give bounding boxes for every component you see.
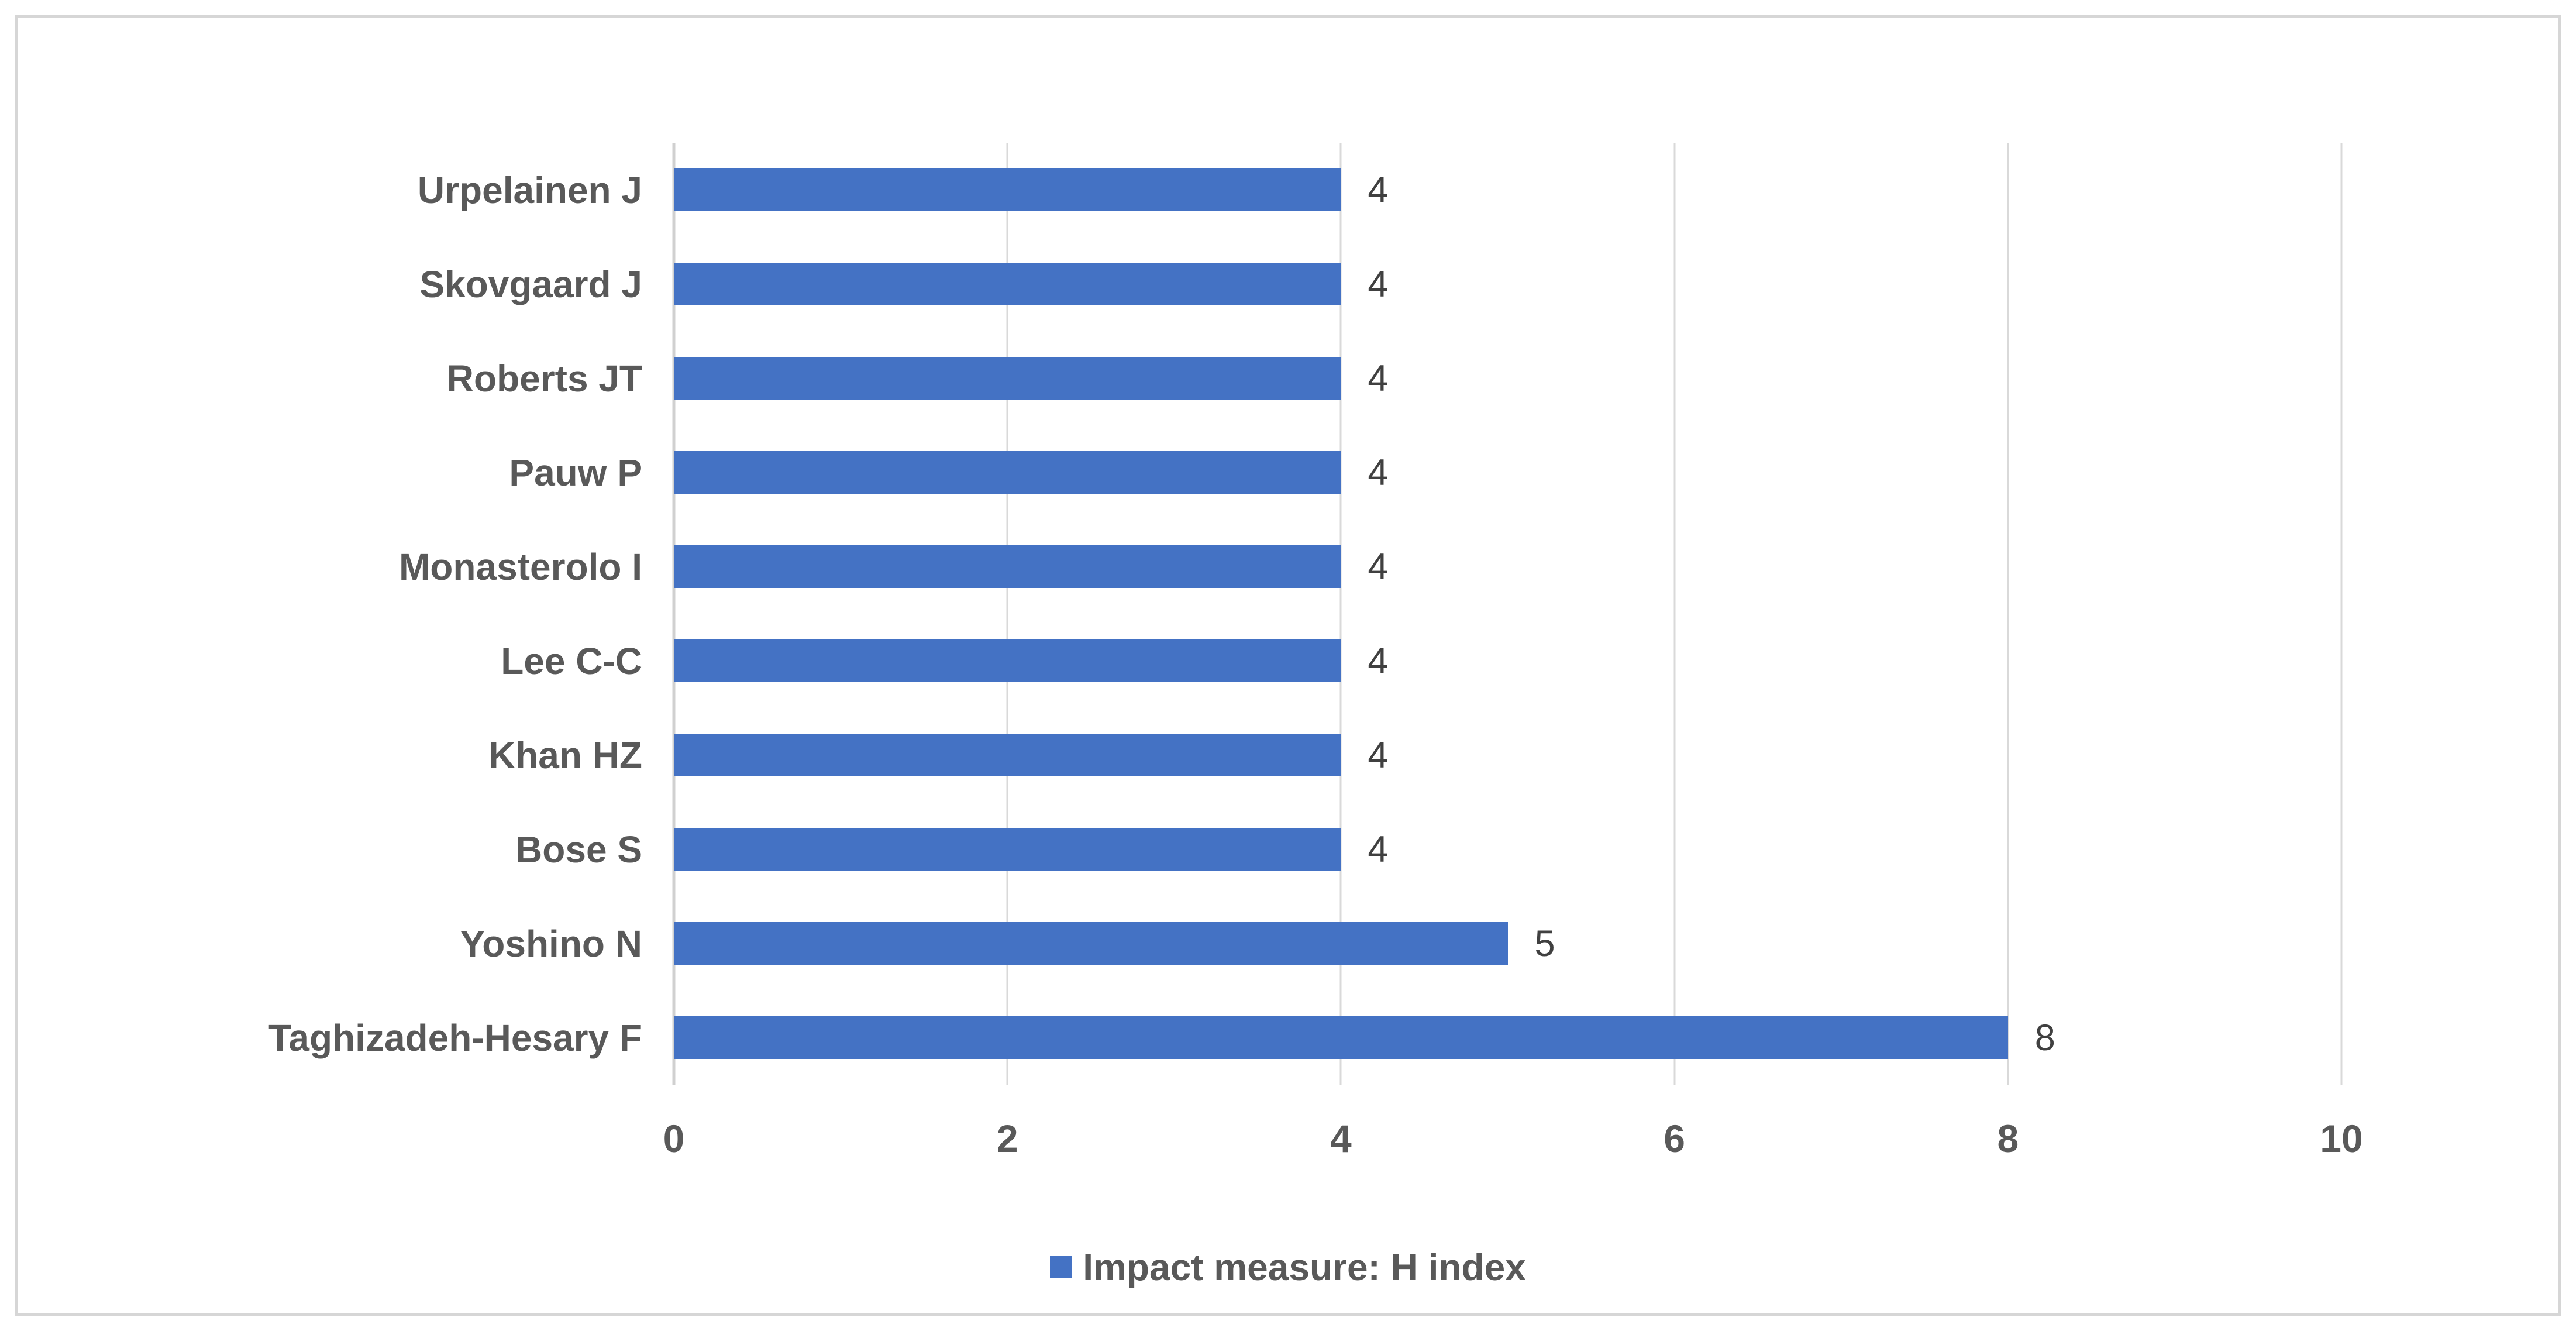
category-label: Urpelainen J bbox=[417, 168, 642, 211]
value-label: 4 bbox=[1368, 357, 1389, 399]
gridline bbox=[1006, 143, 1008, 1085]
bar bbox=[674, 828, 1341, 871]
bar bbox=[674, 545, 1341, 588]
value-label: 8 bbox=[2034, 1017, 2055, 1058]
x-tick-label: 2 bbox=[996, 1117, 1018, 1160]
x-axis: 0 2 4 6 8 10 bbox=[663, 1116, 2363, 1175]
bar-row: 4 bbox=[674, 708, 2341, 802]
x-tick-label: 8 bbox=[1997, 1117, 2019, 1160]
bar-row: 4 bbox=[674, 237, 2341, 331]
gridline bbox=[1339, 143, 1342, 1085]
bar bbox=[674, 263, 1341, 305]
x-tick-label: 4 bbox=[1330, 1117, 1352, 1160]
bars-container: 4 4 4 4 4 4 4 4 5 8 bbox=[674, 143, 2341, 1085]
bar bbox=[674, 734, 1341, 776]
value-label: 4 bbox=[1368, 452, 1389, 493]
value-axis-line bbox=[672, 143, 676, 1085]
category-axis: Urpelainen J Skovgaard J Roberts JT Pauw P M… bbox=[18, 143, 642, 1085]
bar-row: 4 bbox=[674, 143, 2341, 237]
value-label: 4 bbox=[1368, 640, 1389, 682]
x-tick-label: 10 bbox=[2320, 1117, 2363, 1160]
bar bbox=[674, 451, 1341, 494]
gridline bbox=[2007, 143, 2009, 1085]
value-label: 4 bbox=[1368, 546, 1389, 587]
category-label: Yoshino N bbox=[460, 922, 642, 965]
category-label: Skovgaard J bbox=[419, 263, 642, 305]
value-label: 4 bbox=[1368, 263, 1389, 305]
legend-series-marker-icon bbox=[1050, 1256, 1073, 1278]
bar bbox=[674, 168, 1341, 211]
legend-series-label: Impact measure: H index bbox=[1083, 1246, 1526, 1288]
value-label: 4 bbox=[1368, 169, 1389, 211]
value-label: 4 bbox=[1368, 828, 1389, 870]
x-tick-label: 6 bbox=[1664, 1117, 1685, 1160]
bar-row: 4 bbox=[674, 802, 2341, 896]
bar-row: 4 bbox=[674, 614, 2341, 708]
value-label: 4 bbox=[1368, 734, 1389, 776]
category-label: Lee C-C bbox=[501, 639, 642, 682]
category-label: Roberts JT bbox=[446, 357, 642, 400]
category-label: Monasterolo I bbox=[398, 545, 642, 588]
bar bbox=[674, 639, 1341, 682]
category-label: Taghizadeh-Hesary F bbox=[268, 1016, 642, 1059]
bar bbox=[674, 1016, 2008, 1059]
bar-row: 4 bbox=[674, 331, 2341, 425]
category-label: Pauw P bbox=[509, 451, 642, 494]
category-label: Khan HZ bbox=[488, 734, 642, 776]
bar-row: 8 bbox=[674, 990, 2341, 1085]
bar-row: 4 bbox=[674, 520, 2341, 614]
value-label: 5 bbox=[1534, 923, 1555, 964]
gridline bbox=[2340, 143, 2343, 1085]
bar-row: 4 bbox=[674, 425, 2341, 520]
category-label: Bose S bbox=[515, 828, 642, 871]
x-tick-label: 0 bbox=[663, 1117, 685, 1160]
bar bbox=[674, 357, 1341, 400]
gridline bbox=[1673, 143, 1676, 1085]
plot-area: 4 4 4 4 4 4 4 4 5 8 bbox=[672, 143, 2343, 1085]
legend: Impact measure: H index bbox=[0, 1239, 2576, 1295]
bar-row: 5 bbox=[674, 896, 2341, 990]
bar bbox=[674, 922, 1508, 965]
